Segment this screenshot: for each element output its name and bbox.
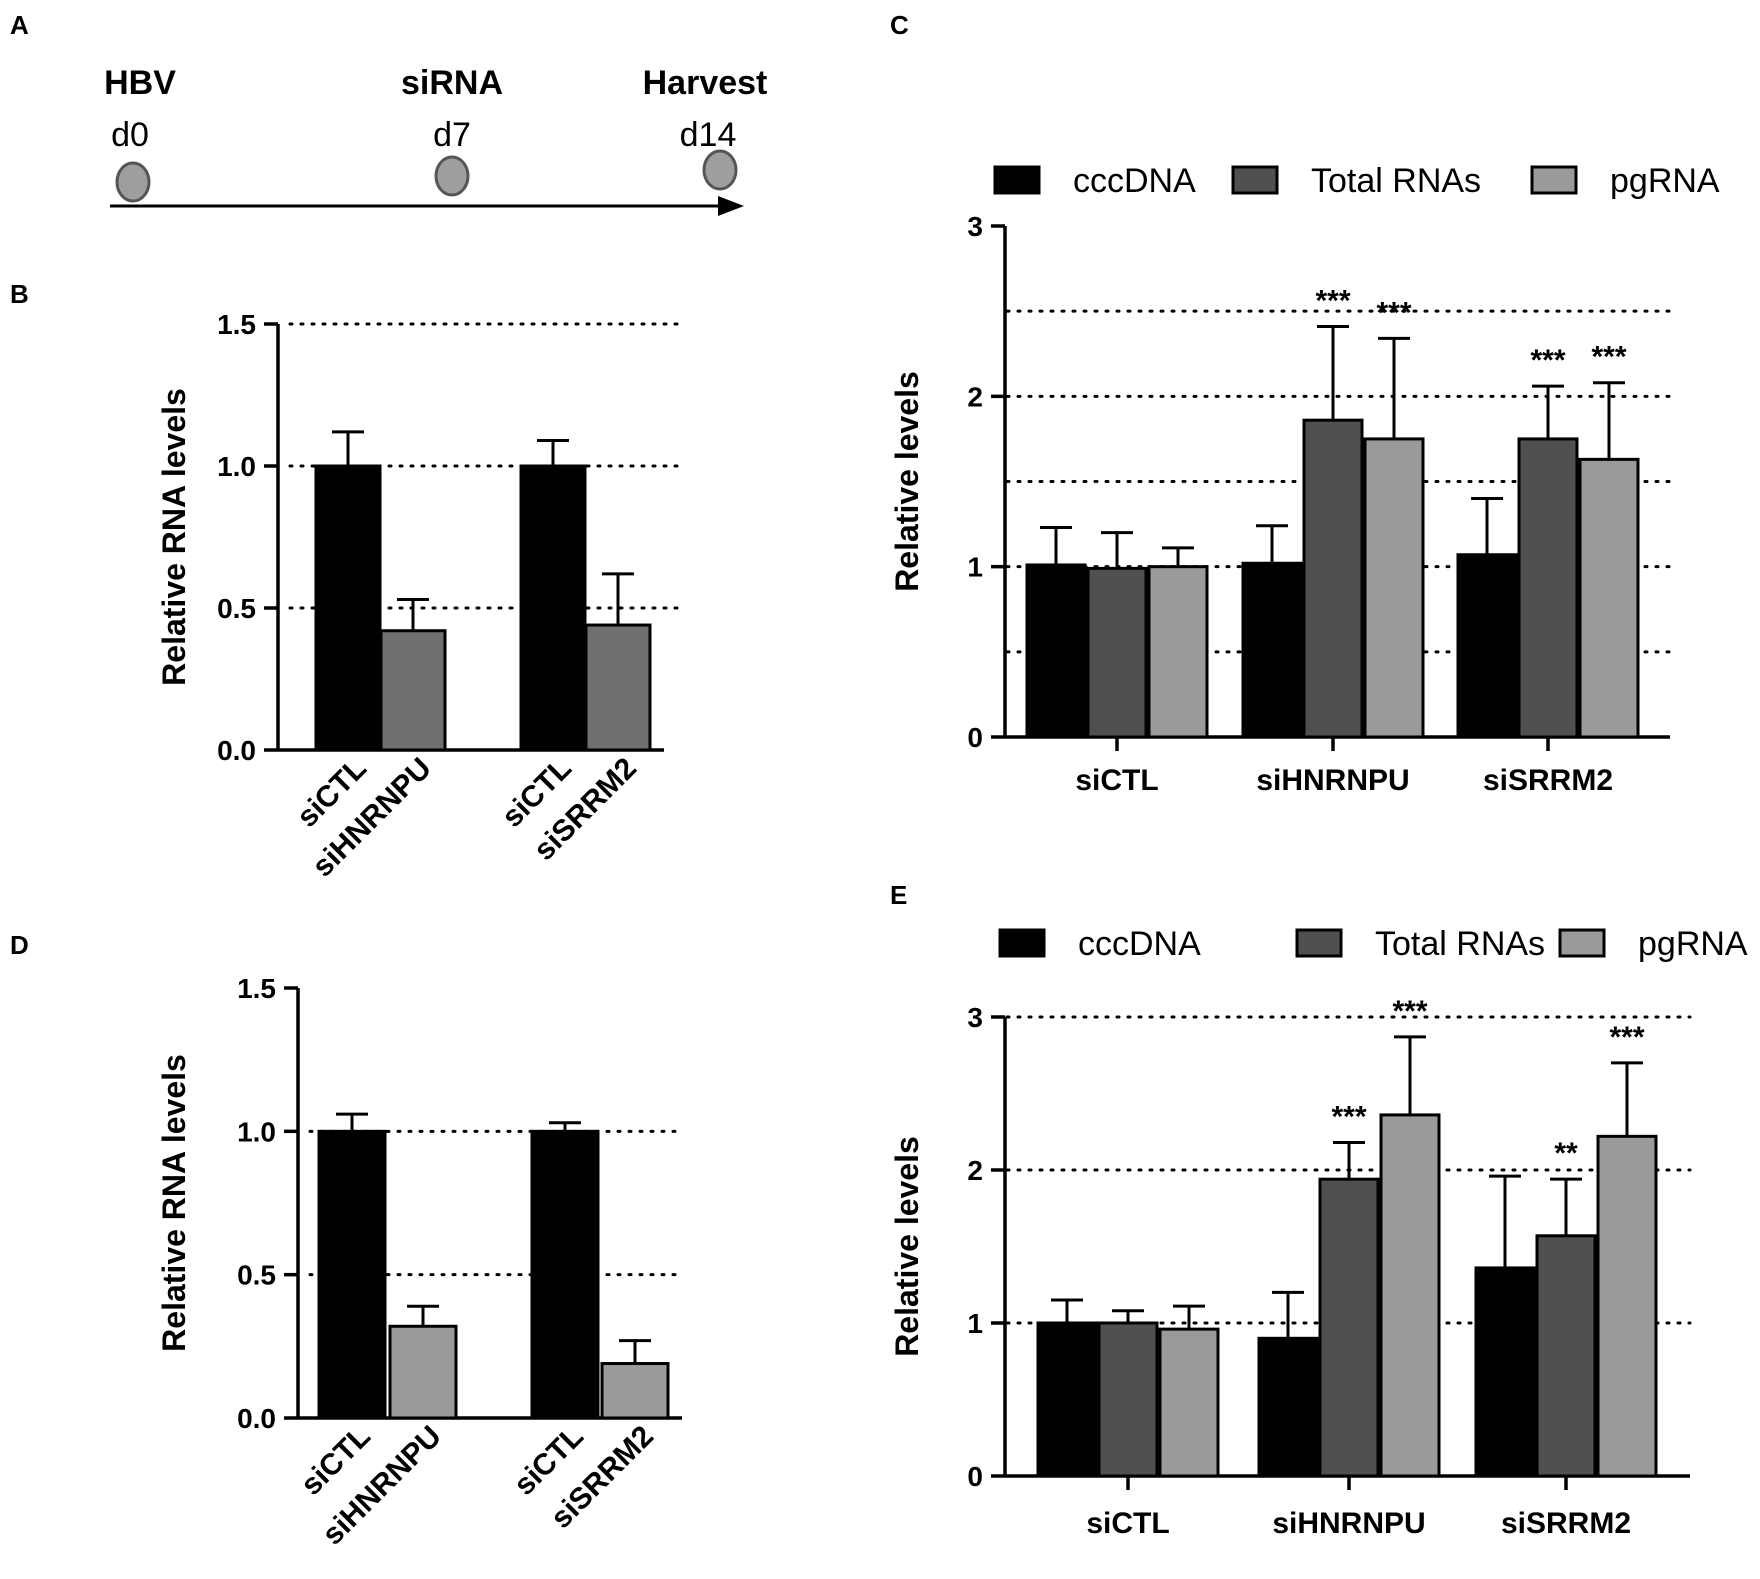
chart-d-y-axis-label: Relative RNA levels: [156, 1054, 192, 1352]
chart-d-bar-sihnrnpu-1: [388, 1324, 458, 1420]
chart-e-y-tick-label: 2: [967, 1155, 983, 1186]
chart-c-legend-swatch-total-rnas: [1231, 165, 1279, 195]
chart-c-significance-label: ***: [1591, 341, 1626, 374]
chart-c-y-tick-label: 0: [967, 722, 983, 753]
chart-e-legend-swatch-pgrna: [1558, 928, 1606, 958]
chart-e-category-label: siSRRM2: [1501, 1507, 1631, 1540]
chart-e-y-tick-label: 0: [967, 1461, 983, 1492]
chart-c-bar-total-rnas-sictl: [1086, 566, 1148, 739]
chart-e-legend-label-total-rnas: Total RNAs: [1375, 925, 1545, 963]
panel-letter-a: A: [10, 10, 29, 40]
chart-e-legend-swatch-cccdna: [998, 928, 1046, 958]
panel-letter-c: C: [890, 10, 909, 40]
chart-c-category-label: siHNRNPU: [1256, 764, 1409, 797]
chart-c-bar-total-rnas-sisrrm2: [1517, 437, 1579, 739]
chart-c-y-tick-label: 2: [967, 381, 983, 412]
panel-letter-e: E: [890, 880, 907, 910]
chart-d-y-tick-label: 1.5: [237, 973, 276, 1004]
chart-e-significance-label: **: [1554, 1137, 1578, 1170]
chart-d-bar-sictl-0: [317, 1129, 387, 1420]
chart-e-legend-label-pgrna: pgRNA: [1638, 925, 1748, 963]
chart-e-legend-label-cccdna: cccDNA: [1078, 925, 1201, 963]
chart-c: 0 1 2 3 Relative levels cccDNA Total RNAs pgRNA…: [889, 162, 1720, 797]
chart-d-bar-sisrrm2-3: [600, 1362, 670, 1420]
timeline-event-label-harvest: Harvest: [643, 64, 768, 102]
chart-d-y-tick-label: 1.0: [237, 1116, 276, 1147]
timeline-point-d0: [115, 161, 151, 203]
chart-e-bar-cccdna-sihnrnpu: [1257, 1336, 1319, 1478]
timeline-point-d7: [434, 155, 470, 197]
chart-c-legend-label-total-rnas: Total RNAs: [1311, 162, 1481, 200]
chart-e-bar-total-rnas-sisrrm2: [1535, 1234, 1597, 1478]
chart-c-category-label: siCTL: [1075, 764, 1158, 797]
panel-letter-b: B: [10, 279, 29, 309]
chart-d-y-tick-label: 0.5: [237, 1260, 276, 1291]
timeline-event-day-d0: d0: [111, 116, 149, 154]
chart-b-y-tick-label: 0.5: [217, 593, 256, 624]
chart-c-legend-swatch-pgrna: [1530, 165, 1578, 195]
chart-e-bar-total-rnas-sictl: [1097, 1321, 1159, 1478]
chart-e-significance-label: ***: [1331, 1100, 1366, 1133]
chart-c-legend-label-cccdna: cccDNA: [1073, 162, 1196, 200]
chart-d-y-tick-label: 0.0: [237, 1403, 276, 1434]
chart-d-bar-sictl-2: [530, 1129, 600, 1420]
chart-e-y-tick-label: 3: [967, 1002, 983, 1033]
chart-c-significance-label: ***: [1376, 296, 1411, 329]
chart-b-bar-sisrrm2-3: [584, 623, 652, 752]
timeline-event-label-hbv: HBV: [104, 64, 176, 102]
chart-b-y-tick-label: 1.5: [217, 309, 256, 340]
chart-e: 0 1 2 3 Relative levels cccDNA Total RNAs pgRNA…: [889, 925, 1748, 1540]
chart-c-significance-label: ***: [1315, 284, 1350, 317]
chart-b-bar-sihnrnpu-1: [379, 629, 447, 752]
chart-e-significance-label: ***: [1609, 1021, 1644, 1054]
chart-c-bar-pgrna-sihnrnpu: [1363, 437, 1425, 739]
chart-e-bar-cccdna-sisrrm2: [1474, 1266, 1536, 1478]
chart-c-bar-cccdna-sisrrm2: [1456, 553, 1518, 739]
timeline-point-d14: [702, 149, 738, 191]
chart-c-y-tick-label: 3: [967, 211, 983, 242]
chart-b-y-tick-label: 0.0: [217, 735, 256, 766]
chart-e-category-label: siCTL: [1086, 1507, 1169, 1540]
chart-c-bar-cccdna-sihnrnpu: [1241, 561, 1303, 739]
chart-c-category-label: siSRRM2: [1483, 764, 1613, 797]
chart-b-y-tick-label: 1.0: [217, 451, 256, 482]
chart-c-significance-label: ***: [1530, 344, 1565, 377]
chart-c-y-axis-label: Relative levels: [889, 371, 925, 592]
chart-e-y-tick-label: 1: [967, 1308, 983, 1339]
chart-e-bar-pgrna-sihnrnpu: [1379, 1113, 1441, 1478]
chart-e-category-label: siHNRNPU: [1272, 1507, 1425, 1540]
chart-b-bar-sictl-2: [519, 464, 587, 752]
chart-c-bar-pgrna-sictl: [1147, 565, 1209, 739]
chart-c-bar-pgrna-sisrrm2: [1578, 457, 1640, 739]
timeline-arrowhead: [718, 196, 744, 216]
chart-e-bar-total-rnas-sihnrnpu: [1318, 1177, 1380, 1478]
chart-e-y-axis-label: Relative levels: [889, 1136, 925, 1357]
chart-e-bar-pgrna-sictl: [1158, 1327, 1220, 1478]
chart-e-legend-swatch-total-rnas: [1295, 928, 1343, 958]
timeline-panel: HBV d0 siRNA d7 Harvest d14: [104, 64, 767, 216]
chart-e-significance-label: ***: [1392, 995, 1427, 1028]
chart-c-bar-total-rnas-sihnrnpu: [1302, 418, 1364, 739]
timeline-event-day-d14: d14: [680, 116, 737, 154]
chart-b-bar-sictl-0: [314, 464, 382, 752]
chart-c-bar-cccdna-sictl: [1025, 563, 1087, 739]
chart-b-y-axis-label: Relative RNA levels: [156, 388, 192, 686]
chart-c-legend-swatch-cccdna: [993, 165, 1041, 195]
chart-c-legend-label-pgrna: pgRNA: [1610, 162, 1720, 200]
timeline-event-day-d7: d7: [433, 116, 471, 154]
chart-e-bar-cccdna-sictl: [1036, 1321, 1098, 1478]
panel-letter-d: D: [10, 930, 29, 960]
timeline-event-label-sirna: siRNA: [401, 64, 503, 102]
chart-c-y-tick-label: 1: [967, 552, 983, 583]
chart-e-bar-pgrna-sisrrm2: [1596, 1134, 1658, 1478]
